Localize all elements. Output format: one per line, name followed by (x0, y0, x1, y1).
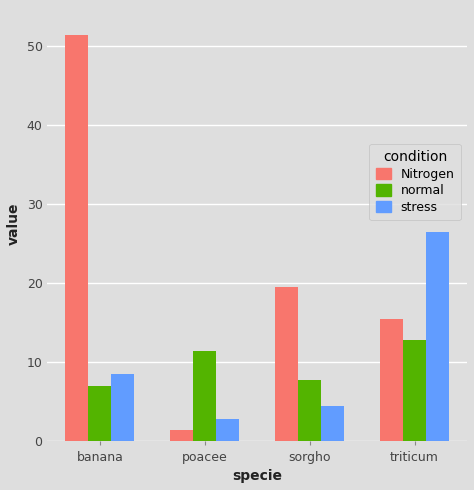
Bar (216, 419, 239, 441)
Bar (88, 386, 111, 441)
Bar (170, 430, 193, 441)
Bar (298, 380, 321, 441)
Legend: Nitrogen, normal, stress: Nitrogen, normal, stress (369, 144, 461, 220)
Bar (426, 232, 449, 441)
Bar (275, 288, 298, 441)
Bar (65, 35, 88, 441)
X-axis label: specie: specie (232, 469, 282, 483)
Y-axis label: value: value (7, 203, 21, 245)
Bar (321, 406, 344, 441)
Bar (193, 351, 216, 441)
Bar (403, 341, 426, 441)
Bar (380, 319, 403, 441)
Bar (111, 374, 135, 441)
